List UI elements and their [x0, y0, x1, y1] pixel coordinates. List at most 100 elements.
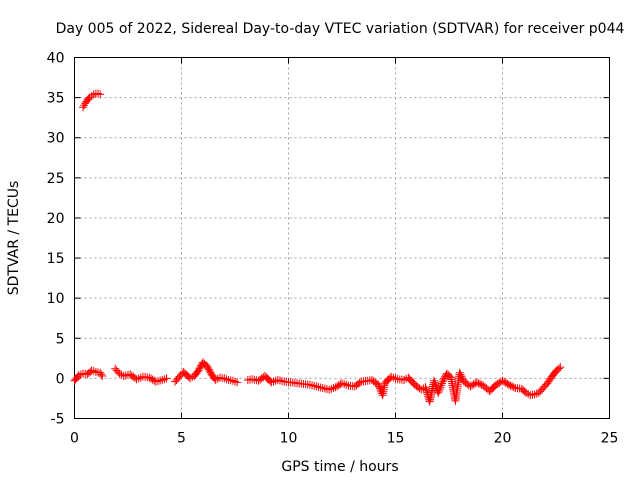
data-point-fill	[348, 382, 357, 391]
data-point-fill	[435, 385, 444, 394]
data-point-fill	[94, 368, 103, 377]
data-point-fill	[544, 377, 553, 386]
data-point-fill	[252, 376, 261, 385]
data-point-fill	[536, 387, 545, 396]
data-point-fill	[456, 370, 465, 379]
data-point-fill	[457, 372, 466, 381]
data-point-fill	[440, 374, 449, 383]
data-point-fill	[458, 374, 467, 383]
data-point	[312, 382, 321, 391]
data-point-fill	[172, 375, 181, 384]
data-point-fill	[192, 369, 201, 378]
data-point	[151, 377, 160, 386]
grid-lines	[74, 57, 610, 419]
data-point-fill	[297, 379, 306, 388]
data-point-fill	[436, 383, 445, 392]
data-point-fill	[361, 377, 370, 386]
y-tick-label: -5	[51, 412, 65, 428]
data-point-fill	[89, 367, 98, 376]
data-point-fill	[340, 380, 349, 389]
data-point-fill	[314, 382, 323, 391]
data-point-fill	[342, 380, 351, 389]
data-point	[434, 388, 443, 397]
y-tick-label: 20	[47, 211, 65, 227]
data-point-fill	[196, 363, 205, 372]
data-point	[338, 379, 346, 388]
data-point-fill	[509, 383, 518, 392]
data-point-fill	[389, 373, 398, 382]
data-point-fill	[316, 383, 325, 392]
data-point-fill	[413, 383, 422, 392]
x-tick-labels: 0 5 10 15 20 25	[70, 431, 618, 447]
data-point-fill	[264, 375, 273, 384]
data-point-fill	[553, 365, 562, 374]
data-point-fill	[153, 377, 162, 386]
data-point-fill	[290, 378, 299, 387]
y-tick-label: 15	[47, 251, 65, 267]
data-point	[98, 371, 107, 380]
data-point-fill	[204, 363, 213, 372]
data-point-fill	[444, 370, 453, 379]
data-point-fill	[226, 376, 235, 385]
x-tick-label: 25	[601, 431, 619, 447]
x-tick-label: 20	[494, 431, 512, 447]
data-point-fill	[80, 101, 89, 110]
data-point-fill	[205, 367, 214, 376]
data-point-fill	[355, 378, 364, 387]
data-point-fill	[354, 380, 363, 389]
data-point	[498, 376, 507, 385]
y-tick-label: 35	[47, 91, 65, 107]
data-point-fill	[515, 384, 524, 393]
data-point-fill	[200, 359, 209, 368]
data-point-fill	[489, 383, 498, 392]
data-point-fill	[231, 377, 239, 386]
data-point-fill	[308, 381, 317, 390]
data-point-fill	[134, 374, 143, 383]
data-point-fill	[375, 382, 384, 391]
data-point-fill	[143, 373, 152, 382]
data-point-fill	[503, 379, 512, 388]
plot-frame	[74, 57, 610, 419]
data-point-fill	[545, 375, 554, 384]
data-point-fill	[540, 382, 549, 391]
data-point	[119, 371, 128, 380]
data-point-fill	[397, 375, 406, 384]
data-point-fill	[365, 376, 374, 385]
data-point-fill	[445, 372, 454, 381]
data-point-fill	[183, 371, 192, 380]
data-point-fill	[204, 365, 213, 374]
data-point	[325, 385, 334, 394]
data-point-fill	[430, 378, 439, 387]
x-axis-label: GPS time / hours	[281, 459, 398, 475]
data-point	[87, 92, 96, 101]
y-tick-label: 30	[47, 131, 65, 147]
y-tick-label: 0	[56, 371, 65, 387]
data-point	[85, 93, 94, 102]
data-point-fill	[506, 381, 515, 390]
data-point-fill	[124, 370, 132, 379]
data-point	[421, 383, 430, 392]
y-tick-label: 25	[47, 171, 65, 187]
data-point-fill	[275, 376, 284, 385]
data-point-fill	[72, 373, 81, 382]
data-point-fill	[422, 386, 431, 395]
data-point	[94, 89, 103, 98]
data-point-fill	[468, 381, 477, 390]
data-point-fill	[431, 380, 440, 389]
data-points	[70, 89, 565, 406]
data-point	[472, 378, 481, 387]
data-point-fill	[81, 369, 90, 378]
x-tick-label: 10	[280, 431, 298, 447]
data-point-fill	[160, 375, 169, 384]
data-point-fill	[129, 372, 138, 381]
data-point-fill	[334, 381, 343, 390]
data-point-fill	[303, 380, 312, 389]
data-point	[504, 380, 513, 389]
data-point-fill	[195, 364, 204, 373]
data-point-fill	[508, 382, 517, 391]
axis-ticks	[74, 57, 610, 419]
x-tick-label: 15	[387, 431, 405, 447]
data-point-fill	[97, 370, 106, 379]
y-axis-label: SDTVAR / TECUs	[6, 181, 22, 296]
